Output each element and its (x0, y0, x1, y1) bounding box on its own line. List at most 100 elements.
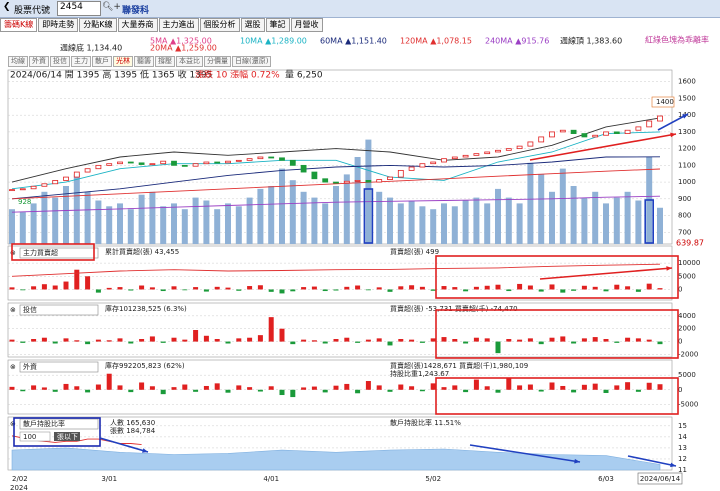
bar (646, 283, 652, 290)
candle (505, 148, 512, 151)
x-tick-label: 3/01 (101, 475, 117, 483)
bar (41, 387, 47, 390)
bar (63, 383, 69, 390)
bar (268, 386, 274, 390)
bar (355, 341, 361, 343)
arrow-head (670, 132, 676, 138)
bar (473, 337, 479, 342)
x-tick-label: 4/01 (263, 475, 279, 483)
bar (311, 386, 317, 390)
x-tick-label: 6/03 (598, 475, 614, 483)
y-tick-label: 0 (678, 285, 682, 293)
bar (614, 284, 620, 290)
tab[interactable]: 個股分析 (199, 18, 240, 32)
bar (268, 289, 274, 292)
y-tick-label: 900 (678, 195, 691, 203)
bar (635, 289, 641, 292)
selector: 外資 (23, 362, 37, 371)
y-tick-label: 5000 (678, 272, 696, 280)
bar (139, 285, 145, 290)
volume-bar (365, 139, 372, 244)
y-tick-label: 1600 (678, 78, 696, 86)
bar (463, 341, 469, 344)
bar (279, 389, 285, 396)
y-tick-label: 1200 (678, 145, 696, 153)
bar (560, 385, 566, 390)
bar (301, 387, 307, 390)
panel-frame (7, 359, 673, 415)
tab[interactable]: 即時走勢 (38, 18, 79, 32)
panel-info: 買賣超(張) -53,731 買賣超(千) -74,470 (390, 304, 518, 313)
subtab[interactable]: 分價量 (204, 56, 231, 67)
annotation-box (13, 417, 101, 447)
candle (549, 131, 555, 138)
subtab[interactable]: 撐壓 (155, 56, 175, 67)
bar (301, 287, 307, 290)
volume-bar (419, 206, 426, 244)
bar (182, 289, 188, 291)
volume-bar (397, 203, 404, 244)
subtab[interactable]: 主力 (71, 56, 91, 67)
bar (603, 289, 609, 292)
subtab[interactable]: 散戶 (92, 56, 112, 67)
bar (625, 286, 631, 290)
volume-bar (160, 206, 167, 244)
subtab[interactable]: 外資 (29, 56, 49, 67)
tab[interactable]: 分點K線 (79, 18, 117, 32)
back[interactable]: ❮ (3, 2, 11, 12)
close-icon: ⊗ (10, 306, 16, 314)
bar (646, 382, 652, 390)
annotation-box (363, 188, 374, 244)
bar (149, 386, 155, 390)
bar (85, 276, 91, 290)
bar (193, 330, 199, 342)
bar (279, 328, 285, 342)
panel-info: 持股比重1,243.67 (390, 369, 449, 378)
ma-line (11, 168, 661, 200)
bar (257, 389, 263, 392)
subtab[interactable]: 聽籌 (134, 56, 154, 67)
panel-info: 買賣超(張) 499 (390, 247, 439, 256)
bar (376, 385, 382, 390)
candle (203, 161, 210, 165)
subtab[interactable]: 投信 (50, 56, 70, 67)
bar (430, 383, 436, 390)
volume-bar (549, 191, 555, 244)
bar (160, 389, 166, 395)
subtab[interactable]: 均線 (8, 56, 28, 67)
tab[interactable]: 筆記 (265, 18, 290, 32)
candle (181, 164, 188, 167)
candle (84, 168, 91, 173)
bar (257, 285, 263, 290)
y-tick-label: 1000 (678, 178, 696, 186)
tab[interactable]: 籌碼K線 (0, 18, 38, 32)
bar (635, 389, 641, 392)
annotation-box (435, 309, 679, 359)
subtab[interactable]: 日線(還原) (232, 56, 272, 67)
candle (333, 181, 339, 184)
subtab[interactable]: 光林 (113, 56, 133, 67)
candle (52, 180, 59, 185)
stock-name[interactable]: 聯發科 (122, 6, 150, 16)
code-input[interactable]: 2454 (57, 1, 101, 16)
y-tick-label: 0 (678, 386, 682, 394)
candle (19, 188, 26, 191)
tab[interactable]: 選股 (240, 18, 265, 32)
bar (560, 336, 566, 342)
bar (95, 384, 101, 390)
search[interactable]: 🔍︎+ (102, 2, 121, 12)
panel-frame (7, 302, 673, 358)
bar (117, 287, 123, 290)
bar (473, 379, 479, 390)
bar (182, 339, 188, 342)
selector: 散戶持股比率 (23, 419, 65, 428)
bar (247, 337, 253, 342)
tab[interactable]: 大量券商 (117, 18, 158, 32)
tab[interactable]: 月營收 (290, 18, 323, 32)
volume-bar (559, 168, 566, 244)
bar (160, 289, 166, 292)
y-tick-label: -2000 (678, 350, 698, 358)
legend-entry: 10MA ▲1,289.00 (240, 37, 307, 46)
tab[interactable]: 主力進出 (158, 18, 199, 32)
subtab[interactable]: 本益比 (176, 56, 203, 67)
